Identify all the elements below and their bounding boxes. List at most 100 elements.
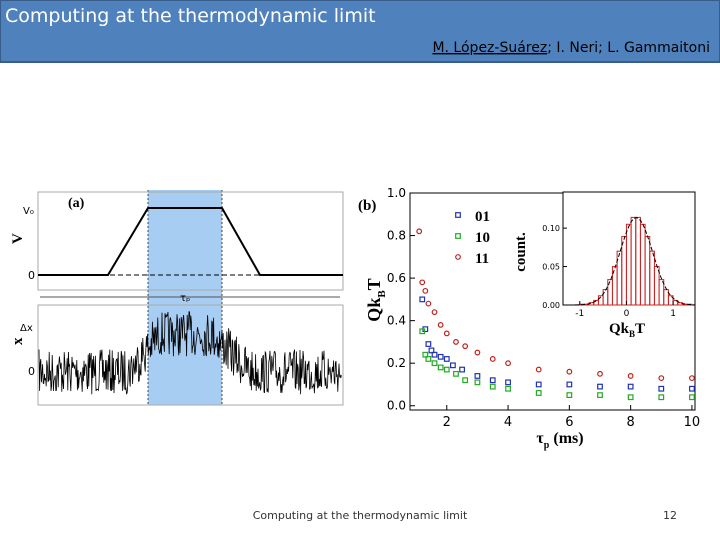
data-point: [535, 381, 542, 388]
data-point: [689, 394, 695, 401]
data-point: [535, 390, 542, 396]
y-tick-label: 0.0: [387, 399, 406, 413]
title-bar: [0, 0, 720, 63]
inset-box: [562, 191, 696, 306]
footer-text: Computing at the thermodynamic limit: [253, 509, 468, 522]
data-point: [425, 300, 432, 307]
data-point: [419, 279, 426, 286]
data-point: [474, 373, 481, 379]
data-point: [474, 379, 481, 386]
data-point: [443, 366, 450, 373]
data-point: [658, 385, 665, 392]
data-point: [462, 343, 469, 350]
inset-y-tick-label: 0.05: [542, 263, 560, 272]
axis-label: x: [10, 337, 26, 345]
data-point: [505, 360, 511, 367]
data-point: [443, 330, 450, 337]
x-tick-label: 6: [565, 415, 573, 430]
panel-a-bottom-box: [37, 304, 344, 406]
data-point: [437, 364, 444, 371]
data-point: [425, 341, 432, 347]
data-point: [489, 356, 496, 362]
legend-label: 11: [475, 251, 489, 267]
author-link[interactable]: M. López-Suárez: [432, 40, 547, 56]
data-point: [566, 392, 573, 399]
axis-label: V: [10, 233, 26, 244]
data-point: [566, 368, 573, 375]
data-point: [489, 377, 496, 384]
inset-x-label: QkBT: [609, 321, 645, 339]
data-point: [425, 356, 432, 362]
slide-title: Computing at the thermodynamic limit: [5, 5, 376, 27]
legend-marker: [455, 212, 461, 218]
inset-y-tick-label: 0.00: [542, 301, 560, 310]
authors: M. López-Suárez; I. Neri; L. Gammaitoni: [432, 40, 710, 56]
inset-y-tick-label: 0.10: [542, 224, 560, 233]
data-point: [422, 287, 429, 294]
fit-curve: [563, 217, 696, 306]
x-tick-label: 10: [684, 415, 701, 430]
inset-y-label: count.: [513, 232, 529, 272]
tick-label: V₀: [23, 206, 34, 217]
y-axis-label: QkBT: [364, 278, 388, 321]
data-point: [419, 328, 426, 335]
x-tick-label: 2: [443, 415, 451, 430]
inset-x-tick-label: 1: [670, 309, 676, 319]
data-point: [597, 392, 603, 399]
data-point: [437, 353, 444, 360]
noise-signal: [38, 311, 342, 395]
data-point: [505, 379, 511, 386]
data-point: [462, 377, 469, 384]
data-point: [422, 351, 429, 358]
data-point: [443, 356, 450, 362]
inset-x-tick-label: -1: [575, 309, 584, 319]
tick-label: Δx: [20, 323, 33, 334]
data-point: [566, 381, 573, 388]
data-point: [419, 296, 426, 303]
data-point: [474, 349, 481, 356]
data-point: [428, 347, 435, 354]
legend-marker: [455, 233, 461, 239]
y-tick-label: 0.4: [387, 314, 406, 328]
data-point: [437, 322, 444, 328]
legend-marker: [455, 254, 461, 260]
data-point: [627, 373, 634, 379]
data-point: [658, 375, 665, 381]
data-point: [489, 383, 496, 390]
y-tick-label: 1.0: [387, 186, 406, 200]
tick-label: 0: [28, 269, 35, 282]
data-point: [597, 383, 603, 390]
data-point: [597, 370, 603, 377]
y-tick-label: 0.2: [387, 356, 406, 370]
data-point: [431, 309, 438, 316]
inset-x-tick-label: 0: [624, 309, 630, 319]
legend-label: 10: [475, 230, 490, 246]
data-point: [535, 366, 542, 373]
trapezoid: [38, 207, 343, 276]
x-tick-label: 4: [504, 415, 512, 430]
data-point: [416, 228, 423, 235]
page-number: 12: [663, 509, 677, 522]
panel-label: (b): [358, 198, 376, 214]
data-point: [689, 375, 695, 381]
data-point: [459, 366, 465, 373]
data-point: [627, 383, 634, 390]
data-point: [658, 394, 665, 401]
panel-label: (a): [68, 196, 85, 211]
panel-a-top-box: [37, 191, 344, 291]
legend-label: 01: [475, 209, 490, 225]
data-point: [431, 360, 438, 367]
tau-label: τₚ: [180, 293, 190, 304]
y-tick-label: 0.6: [387, 271, 406, 285]
data-point: [453, 370, 459, 377]
x-axis-label: τp (ms): [536, 430, 583, 451]
data-point: [431, 351, 438, 358]
authors-rest: ; I. Neri; L. Gammaitoni: [547, 40, 710, 56]
data-point: [689, 385, 695, 392]
data-point: [450, 362, 456, 369]
x-tick-label: 8: [627, 415, 635, 430]
data-point: [627, 394, 634, 401]
y-tick-label: 0.8: [387, 229, 406, 243]
